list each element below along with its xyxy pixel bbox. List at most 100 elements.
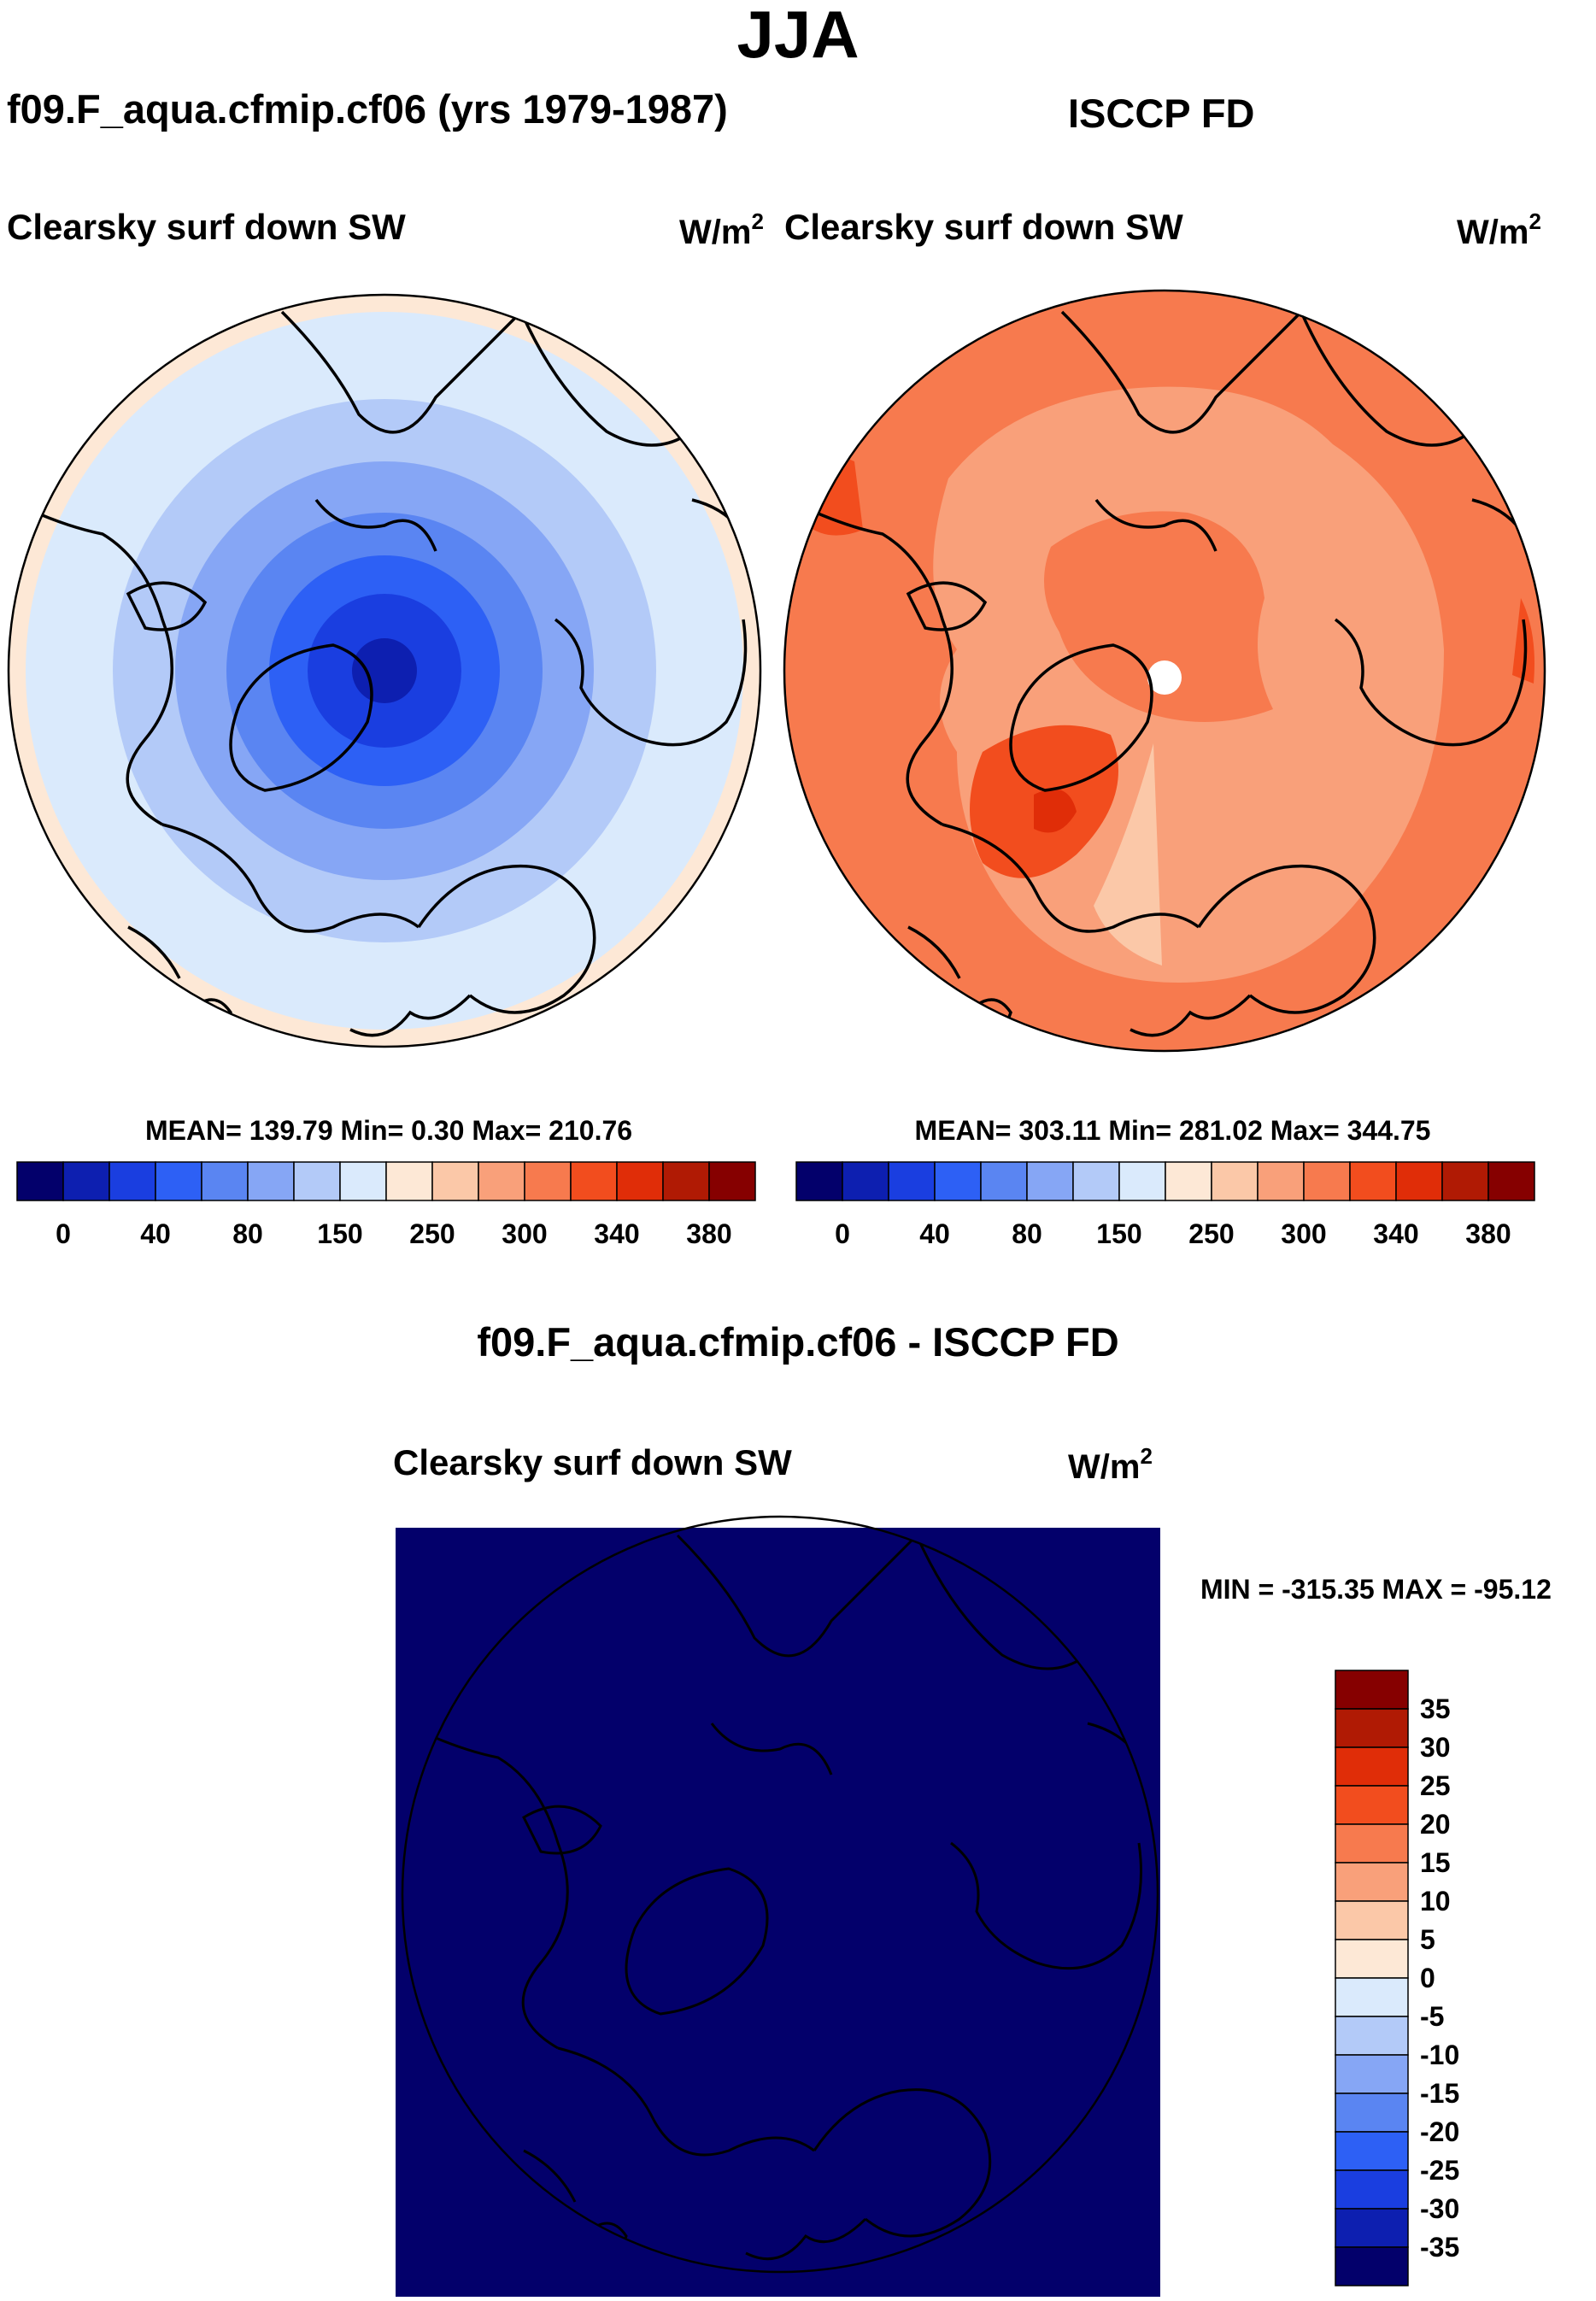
right-colorbar-box-11 <box>1303 1161 1351 1201</box>
difference-colorbar-box-6 <box>1335 1900 1409 1940</box>
right-colorbar-box-9 <box>1211 1161 1259 1201</box>
coastline-5 <box>908 583 985 630</box>
difference-colorbar-tick-10: -15 <box>1420 2078 1459 2109</box>
left-colorbar: 0 40 80 150 250 300 340 380 <box>16 1161 756 1249</box>
left-colorbar-tick-6: 340 <box>594 1218 639 1249</box>
right-field-inner <box>1044 511 1273 722</box>
left-colorbar-box-8 <box>385 1161 433 1201</box>
right-unit-label: W/m2 <box>1457 208 1541 251</box>
right-field-high-2 <box>1512 598 1534 684</box>
right-colorbar-box-10 <box>1257 1161 1305 1201</box>
difference-colorbar-tick-8: -5 <box>1420 2001 1444 2032</box>
difference-colorbar-box-4 <box>1335 1823 1409 1864</box>
left-colorbar-box-5 <box>247 1161 295 1201</box>
coastline-1 <box>917 1535 1105 1669</box>
left-stats: MEAN= 139.79 Min= 0.30 Max= 210.76 <box>144 1115 633 1146</box>
coastline-7 <box>1130 995 1250 1036</box>
right-colorbar-box-8 <box>1165 1161 1212 1201</box>
left-colorbar-tick-1: 40 <box>140 1218 171 1249</box>
coastline-1 <box>1301 312 1489 445</box>
left-colorbar-tick-2: 80 <box>232 1218 263 1249</box>
left-colorbar-box-2 <box>109 1161 156 1201</box>
right-colorbar-box-3 <box>934 1161 982 1201</box>
coastline-5 <box>524 1806 601 1853</box>
coastline-4 <box>626 1869 767 2014</box>
coastline-2 <box>9 500 172 825</box>
right-colorbar-box-13 <box>1395 1161 1443 1201</box>
coastline-11 <box>712 1723 831 1775</box>
difference-colorbar-tick-12: -25 <box>1420 2155 1459 2186</box>
left-colorbar-tick-5: 300 <box>502 1218 547 1249</box>
right-colorbar-tick-5: 300 <box>1281 1218 1326 1249</box>
right-field-low <box>1094 743 1162 966</box>
difference-colorbar-tick-4: 15 <box>1420 1847 1451 1878</box>
difference-colorbar-tick-3: 20 <box>1420 1809 1451 1840</box>
difference-colorbar-box-13 <box>1335 2169 1409 2210</box>
left-contour-band-7 <box>352 638 417 703</box>
coastline-3 <box>558 2048 814 2155</box>
coastline-3 <box>162 825 419 931</box>
difference-colorbar-box-15 <box>1335 2246 1409 2286</box>
right-colorbar-tick-0: 0 <box>835 1218 850 1249</box>
left-colorbar-tick-7: 380 <box>686 1218 731 1249</box>
difference-colorbar-box-14 <box>1335 2208 1409 2248</box>
difference-colorbar-box-12 <box>1335 2131 1409 2171</box>
coastline-10 <box>1036 1843 1141 1969</box>
difference-colorbar-box-0 <box>1335 1670 1409 1710</box>
right-stats: MEAN= 303.11 Min= 281.02 Max= 344.75 <box>914 1115 1431 1146</box>
left-colorbar-box-6 <box>293 1161 341 1201</box>
coastline-13 <box>524 2151 575 2202</box>
difference-map <box>396 1515 1160 2297</box>
difference-unit-label: W/m2 <box>1068 1443 1153 1486</box>
coastline-10 <box>641 619 746 745</box>
left-colorbar-box-13 <box>616 1161 664 1201</box>
right-colorbar-tick-1: 40 <box>919 1218 950 1249</box>
difference-variable-label: Clearsky surf down SW <box>393 1442 792 1482</box>
difference-map-background <box>396 1528 1160 2297</box>
difference-panel-title: f09.F_aqua.cfmip.cf06 - ISCCP FD <box>477 1319 1119 1365</box>
left-colorbar-box-11 <box>524 1161 572 1201</box>
right-colorbar-box-6 <box>1072 1161 1120 1201</box>
right-variable-label: Clearsky surf down SW <box>784 207 1183 247</box>
left-colorbar-box-3 <box>155 1161 202 1201</box>
coastline-6 <box>1199 866 1375 1013</box>
right-colorbar-box-14 <box>1441 1161 1489 1201</box>
difference-stats: MIN = -315.35 MAX = -95.12 <box>1200 1574 1552 1605</box>
coastline-7 <box>746 2219 865 2259</box>
difference-colorbar-box-3 <box>1335 1785 1409 1825</box>
left-colorbar-box-10 <box>478 1161 525 1201</box>
difference-colorbar-box-1 <box>1335 1708 1409 1748</box>
right-colorbar-box-7 <box>1118 1161 1166 1201</box>
difference-colorbar-tick-13: -30 <box>1420 2193 1459 2224</box>
left-colorbar-box-7 <box>339 1161 387 1201</box>
left-colorbar-box-14 <box>662 1161 710 1201</box>
right-map <box>783 289 1546 1053</box>
left-map <box>7 293 762 1048</box>
coastline-0 <box>282 312 521 432</box>
right-colorbar-box-1 <box>842 1161 889 1201</box>
right-colorbar-box-12 <box>1349 1161 1397 1201</box>
right-map-boundary <box>783 289 1546 1053</box>
coastline-7 <box>350 995 470 1036</box>
left-colorbar-tick-4: 250 <box>409 1218 455 1249</box>
difference-colorbar-tick-6: 5 <box>1420 1924 1435 1955</box>
difference-colorbar-box-8 <box>1335 1977 1409 2017</box>
left-colorbar-box-4 <box>201 1161 249 1201</box>
difference-colorbar-tick-0: 35 <box>1420 1693 1451 1724</box>
coastline-8 <box>188 1000 231 1038</box>
left-colorbar-box-0 <box>16 1161 64 1201</box>
right-colorbar: 0 40 80 150 250 300 340 380 <box>795 1161 1535 1249</box>
difference-map-boundary <box>401 1515 1159 2274</box>
left-colorbar-box-1 <box>62 1161 110 1201</box>
right-field-peak <box>1034 789 1077 833</box>
difference-colorbar-box-2 <box>1335 1746 1409 1787</box>
left-map-boundary <box>7 293 762 1048</box>
right-panel-title: ISCCP FD <box>1068 91 1255 136</box>
right-colorbar-tick-4: 250 <box>1188 1218 1234 1249</box>
difference-colorbar-box-7 <box>1335 1939 1409 1979</box>
right-field-high-1 <box>795 455 863 536</box>
left-colorbar-box-15 <box>708 1161 756 1201</box>
right-colorbar-box-4 <box>980 1161 1028 1201</box>
coastline-9 <box>951 1843 1036 1963</box>
